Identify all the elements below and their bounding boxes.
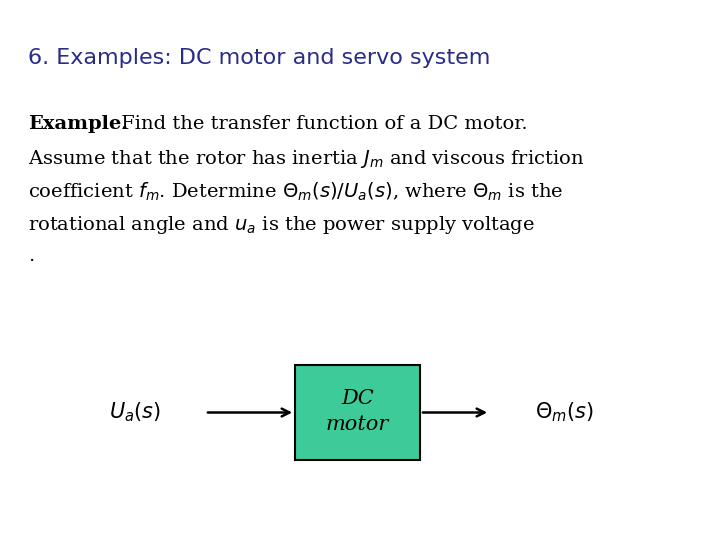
Text: $U_a(s)$: $U_a(s)$ — [109, 401, 161, 424]
Text: .: . — [28, 247, 35, 265]
Bar — [295, 365, 420, 460]
Text: Example.: Example. — [28, 115, 128, 133]
Text: motor: motor — [326, 415, 390, 434]
Text: Assume that the rotor has inertia $J_m$ and viscous friction: Assume that the rotor has inertia $J_m$ … — [28, 148, 584, 170]
Text: 6. Examples: DC motor and servo system: 6. Examples: DC motor and servo system — [28, 48, 490, 68]
Text: Find the transfer function of a DC motor.: Find the transfer function of a DC motor… — [115, 115, 528, 133]
Text: coefficient $f_m$. Determine $\Theta_m(s)/U_a(s)$, where $\Theta_m$ is the: coefficient $f_m$. Determine $\Theta_m(s… — [28, 181, 563, 203]
Text: DC: DC — [341, 389, 374, 408]
Text: rotational angle and $u_a$ is the power supply voltage: rotational angle and $u_a$ is the power … — [28, 214, 535, 236]
Text: $\Theta_m(s)$: $\Theta_m(s)$ — [535, 401, 594, 424]
